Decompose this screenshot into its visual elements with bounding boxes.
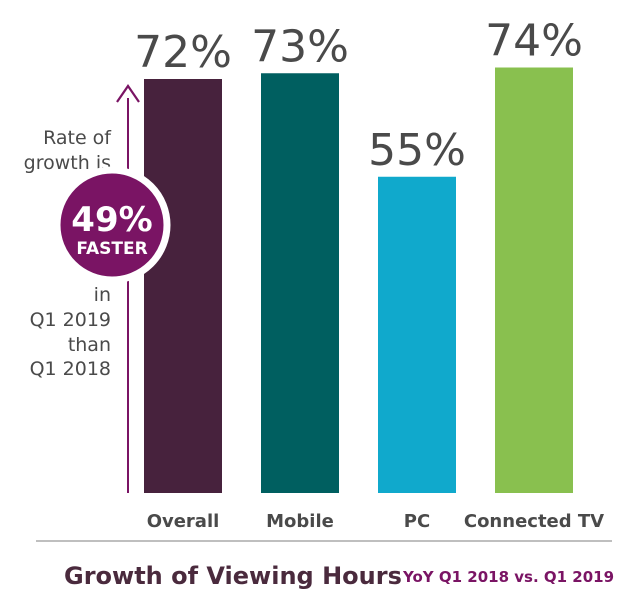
- growth-arrow-head-icon: [116, 84, 140, 103]
- bar-overall: [144, 79, 222, 493]
- badge-value: 49%: [71, 200, 152, 240]
- bars-layer: [144, 67, 573, 493]
- category-label-pc: PC: [404, 511, 430, 532]
- callout-line-rate-of: Rate of: [43, 127, 112, 149]
- chart-title: Growth of Viewing Hours: [64, 562, 402, 590]
- value-label-connected-tv: 74%: [485, 16, 583, 67]
- callout-line-in: in: [94, 284, 111, 306]
- category-label-mobile: Mobile: [266, 511, 334, 532]
- category-label-connected-tv: Connected TV: [464, 511, 604, 532]
- bar-pc: [378, 176, 456, 493]
- bar-mobile: [261, 73, 339, 493]
- value-label-pc: 55%: [368, 125, 466, 176]
- value-labels-layer: 72% 73% 55% 74%: [134, 16, 583, 176]
- callout-line-growth-is: growth is: [24, 152, 111, 174]
- value-label-overall: 72%: [134, 27, 232, 78]
- badge-label: FASTER: [76, 239, 147, 259]
- category-labels-layer: Overall Mobile PC Connected TV: [147, 511, 604, 532]
- callout-line-than: than: [68, 334, 111, 356]
- bar-connected-tv: [495, 67, 573, 493]
- callout-line-q1-2018: Q1 2018: [30, 358, 111, 380]
- category-label-overall: Overall: [147, 511, 220, 532]
- callout-line-q1-2019: Q1 2019: [30, 309, 111, 331]
- value-label-mobile: 73%: [251, 21, 349, 72]
- faster-badge: [53, 166, 171, 284]
- chart-subtitle: YoY Q1 2018 vs. Q1 2019: [402, 568, 614, 586]
